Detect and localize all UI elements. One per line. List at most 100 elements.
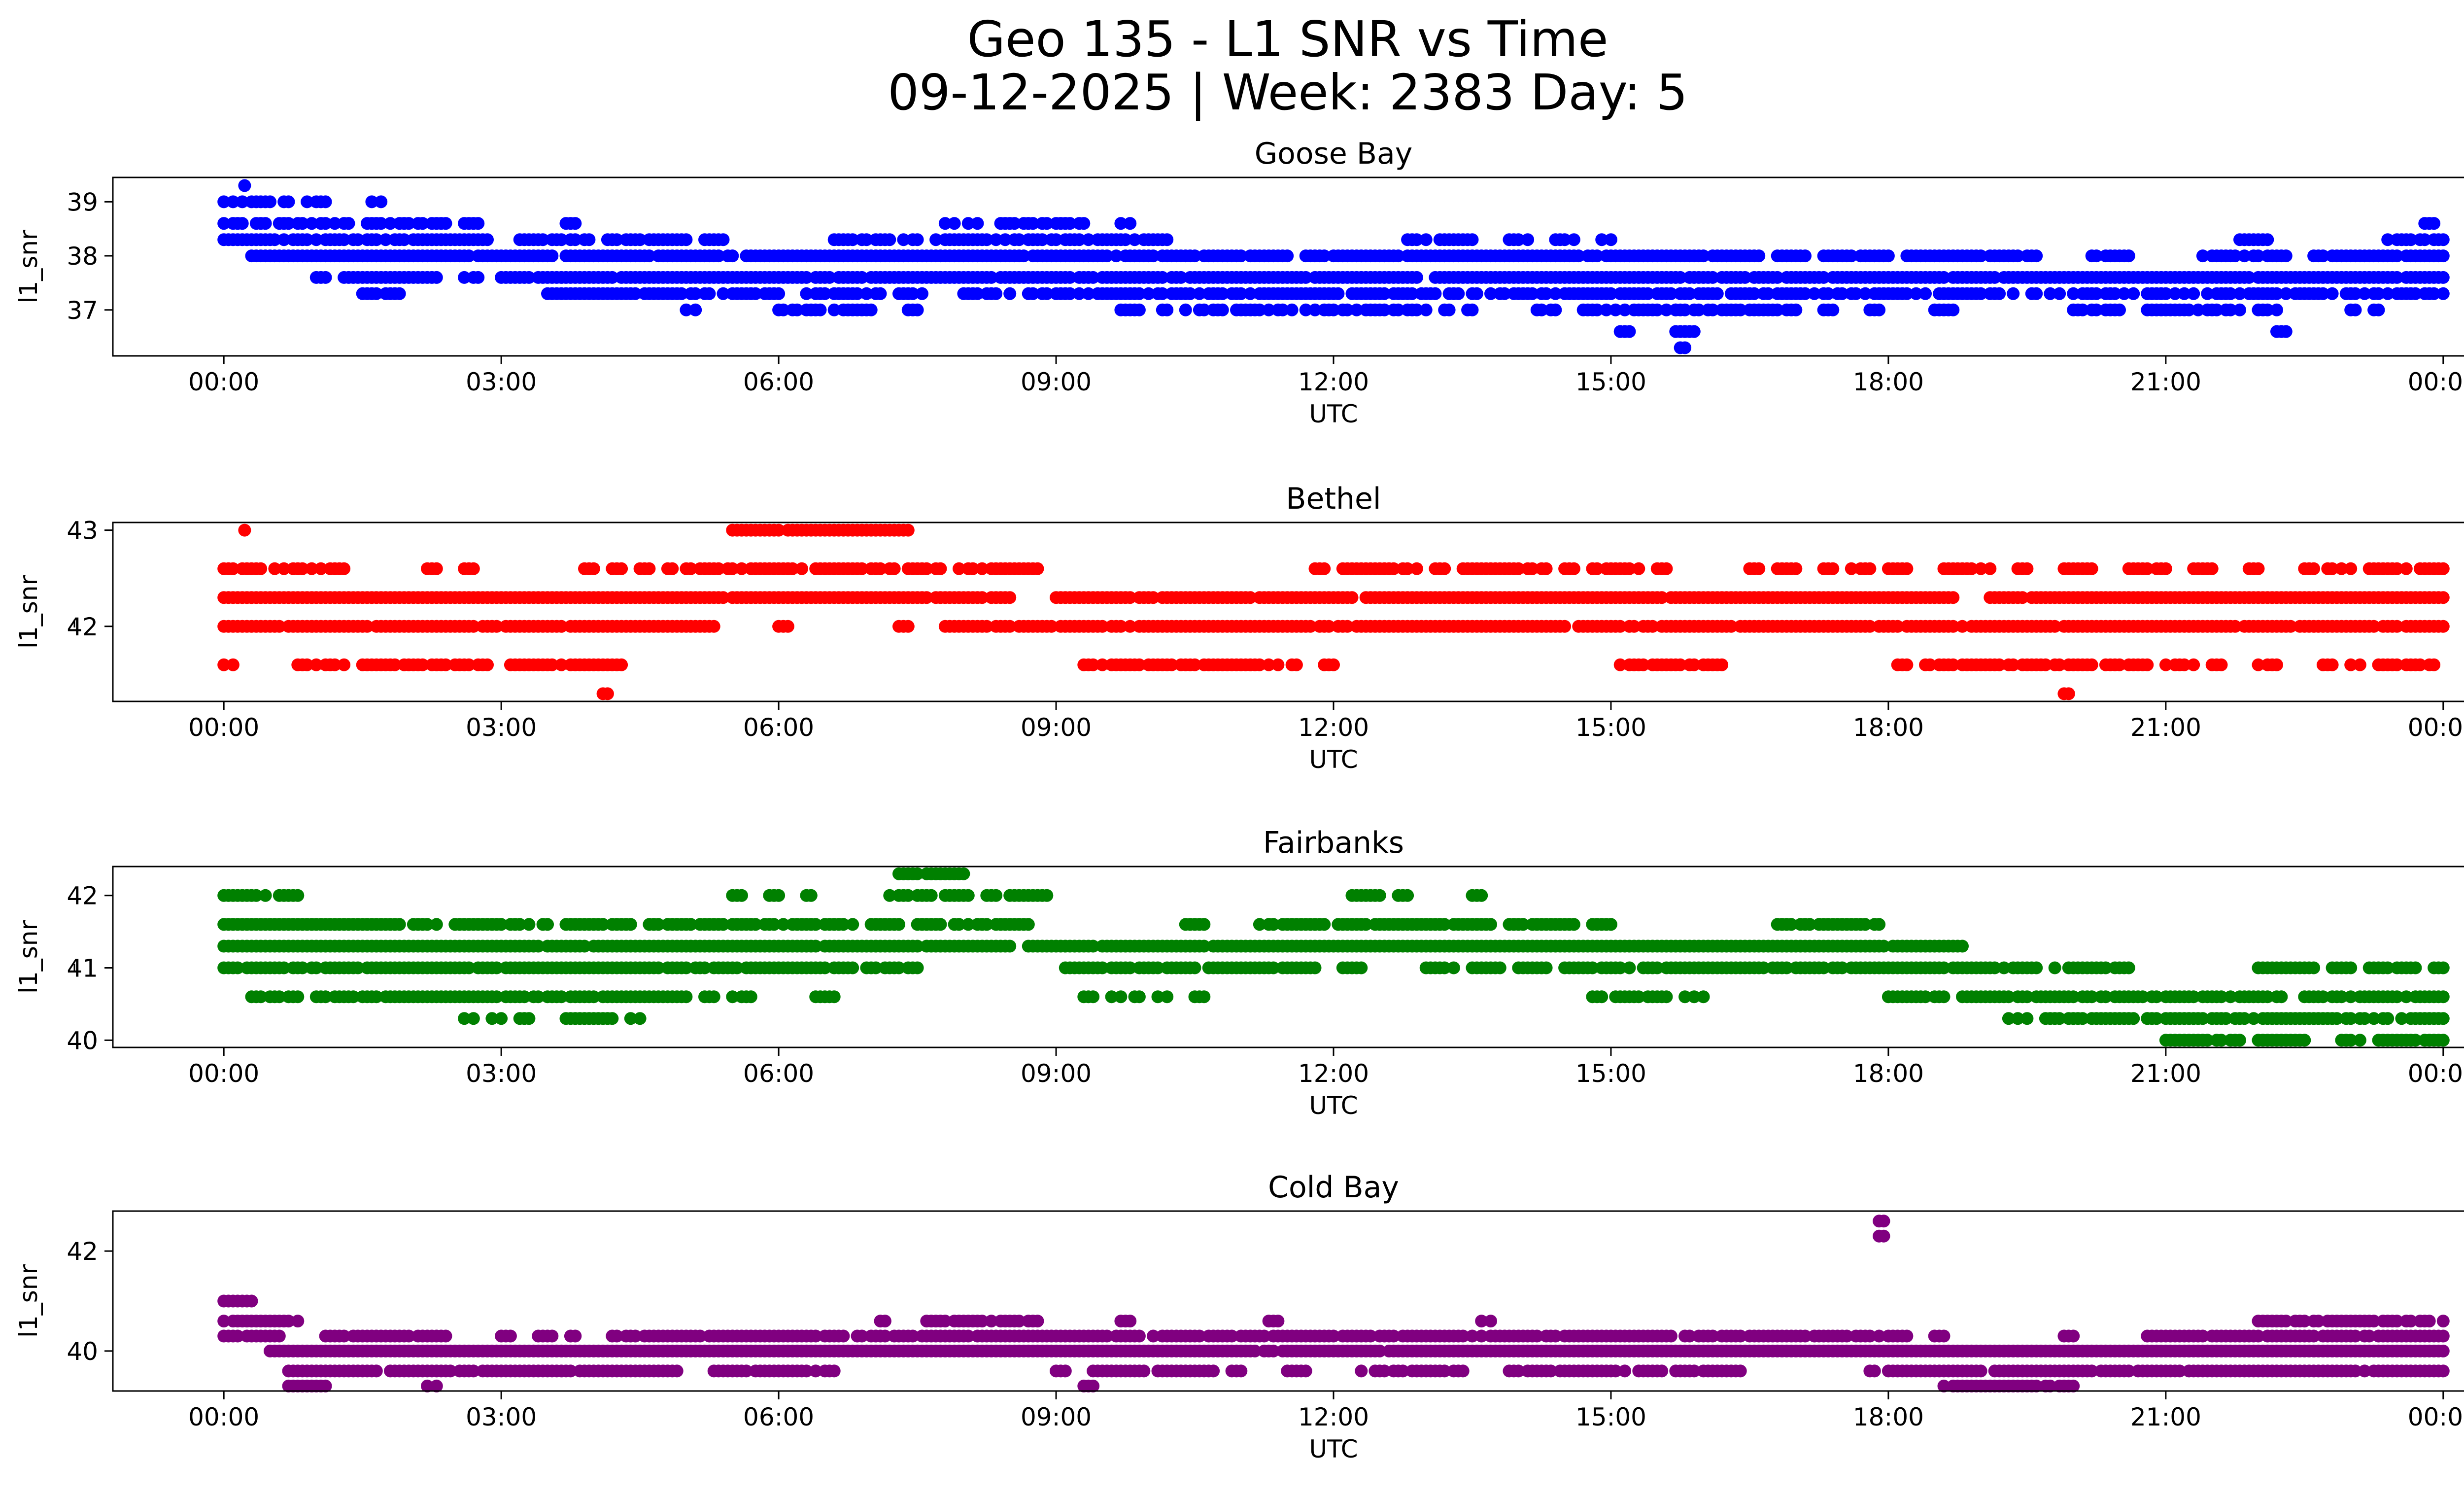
data-point — [998, 233, 1012, 246]
data-point — [1739, 271, 1751, 284]
data-point — [1595, 990, 1608, 1004]
x-tick-label: 00:00 — [2408, 1059, 2464, 1088]
data-point — [901, 620, 915, 633]
data-point — [2404, 1315, 2418, 1328]
data-point — [238, 523, 251, 537]
data-point — [1484, 918, 1497, 931]
x-axis-label: UTC — [1309, 1091, 1358, 1120]
data-point — [990, 889, 1003, 902]
data-point — [1836, 287, 1849, 300]
data-point — [2085, 990, 2098, 1004]
data-point — [1359, 918, 1372, 931]
data-point — [1119, 233, 1132, 246]
data-point — [379, 233, 392, 246]
data-point — [1910, 287, 1923, 300]
data-point — [2367, 620, 2381, 633]
data-point — [522, 1012, 536, 1025]
data-point — [2242, 271, 2256, 284]
data-point — [1244, 591, 1257, 604]
data-point — [1193, 1329, 1206, 1343]
data-point — [643, 249, 656, 263]
data-point — [1849, 287, 1863, 300]
data-point — [961, 889, 975, 902]
data-point — [1132, 990, 1146, 1004]
data-point — [2053, 1012, 2066, 1025]
data-point — [735, 562, 748, 575]
data-point — [2270, 287, 2283, 300]
data-point — [582, 233, 596, 246]
data-point — [569, 233, 582, 246]
data-point — [546, 249, 559, 263]
data-point — [1678, 341, 1692, 354]
data-point — [2326, 562, 2339, 575]
data-point — [2391, 1315, 2403, 1328]
data-point — [1087, 658, 1100, 671]
x-tick-label: 06:00 — [743, 1059, 814, 1088]
data-point — [1993, 658, 2006, 671]
data-point — [1355, 961, 1368, 974]
data-point — [2067, 1329, 2080, 1343]
data-point — [1637, 658, 1650, 671]
data-point — [495, 1012, 508, 1025]
data-point — [883, 233, 896, 246]
data-point — [1724, 620, 1738, 633]
data-point — [2196, 249, 2209, 263]
data-point — [749, 918, 762, 931]
data-point — [1993, 287, 2006, 300]
y-tick-label: 43 — [67, 517, 98, 545]
data-point — [1655, 591, 1669, 604]
data-point — [268, 562, 281, 575]
data-point — [726, 562, 739, 575]
data-point — [680, 961, 693, 974]
data-point — [1965, 562, 1978, 575]
data-point — [458, 1012, 471, 1025]
data-point — [1956, 620, 1969, 633]
data-point — [1262, 658, 1275, 671]
data-point — [1128, 233, 1141, 246]
data-point — [2436, 961, 2450, 974]
data-point — [1826, 562, 1840, 575]
data-point — [818, 287, 831, 300]
data-point — [1132, 1329, 1146, 1343]
data-point — [975, 562, 989, 575]
data-point — [1040, 889, 1054, 902]
data-point — [430, 271, 443, 284]
data-point — [1826, 303, 1840, 316]
data-point — [2367, 1012, 2381, 1025]
data-point — [1632, 562, 1645, 575]
data-point — [2002, 1012, 2015, 1025]
data-point — [856, 562, 868, 575]
data-point — [2298, 1315, 2311, 1328]
data-point — [874, 562, 887, 575]
data-point — [2067, 287, 2080, 300]
data-point — [2335, 990, 2348, 1004]
x-tick-label: 21:00 — [2130, 368, 2201, 396]
data-point — [2159, 562, 2172, 575]
data-point — [906, 1329, 920, 1343]
data-point — [1475, 1329, 1488, 1343]
data-point — [1891, 620, 1904, 633]
data-point — [1124, 1315, 1137, 1328]
data-point — [1692, 303, 1706, 316]
data-point — [1401, 562, 1414, 575]
data-point — [1664, 287, 1677, 300]
data-point — [1063, 271, 1077, 284]
data-point — [1757, 961, 1770, 974]
data-point — [1095, 961, 1109, 974]
data-point — [268, 233, 281, 246]
data-point — [2219, 1012, 2232, 1025]
data-point — [485, 1012, 499, 1025]
data-point — [217, 195, 231, 209]
data-point — [291, 990, 305, 1004]
data-point — [2233, 287, 2246, 300]
data-point — [2372, 303, 2385, 316]
data-point — [2381, 961, 2395, 974]
data-point — [1618, 303, 1632, 316]
data-point — [1087, 990, 1100, 1004]
x-tick-label: 09:00 — [1021, 1059, 1092, 1088]
data-point — [1799, 1329, 1812, 1343]
data-point — [2090, 303, 2103, 316]
x-tick-label: 03:00 — [466, 368, 537, 396]
data-point — [1063, 217, 1077, 230]
data-point — [1558, 620, 1572, 633]
